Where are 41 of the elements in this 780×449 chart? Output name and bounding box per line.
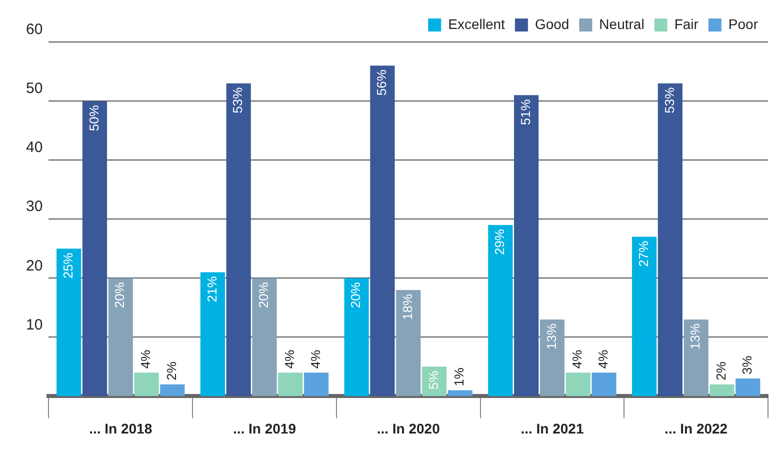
- data-label: 20%: [256, 282, 272, 308]
- data-label: 13%: [688, 323, 703, 350]
- data-label: 27%: [636, 240, 651, 267]
- y-tick-label: 50: [26, 80, 43, 98]
- legend-label: Excellent: [448, 16, 506, 32]
- data-label: 2%: [714, 361, 729, 380]
- data-label: 4%: [308, 349, 323, 369]
- y-tick-label: 40: [26, 139, 43, 156]
- data-label: 5%: [426, 370, 441, 390]
- data-label: 29%: [492, 228, 507, 256]
- x-tick-label: ... In 2022: [664, 420, 728, 436]
- x-tick-label: ... In 2021: [520, 420, 584, 436]
- x-tick-label: ... In 2018: [89, 420, 152, 436]
- legend-label: Fair: [674, 16, 699, 32]
- data-label: 4%: [138, 349, 154, 369]
- data-label: 18%: [400, 294, 415, 320]
- data-label: 21%: [204, 276, 220, 302]
- data-label: 53%: [230, 86, 246, 114]
- data-label: 4%: [570, 349, 585, 369]
- data-label: 2%: [164, 361, 179, 380]
- y-tick-label: 60: [26, 21, 43, 38]
- data-label: 13%: [544, 323, 559, 350]
- y-tick-label: 30: [26, 198, 43, 216]
- x-tick-label: ... In 2020: [376, 420, 440, 436]
- data-label: 4%: [282, 349, 297, 369]
- data-label: 50%: [86, 104, 102, 132]
- y-tick-label: 20: [26, 257, 43, 274]
- data-label: 1%: [452, 367, 467, 386]
- data-label: 25%: [60, 252, 76, 279]
- y-tick-label: 10: [26, 316, 43, 334]
- data-label: 51%: [518, 98, 533, 126]
- data-label: 53%: [662, 86, 677, 114]
- data-label: 20%: [112, 282, 128, 308]
- data-label: 56%: [374, 69, 390, 96]
- data-label: 3%: [739, 355, 754, 374]
- data-label: 4%: [596, 349, 611, 369]
- x-tick-label: ... In 2019: [232, 420, 296, 436]
- legend-label: Neutral: [599, 16, 644, 32]
- legend-label: Good: [534, 16, 570, 32]
- legend-label: Poor: [728, 16, 758, 32]
- data-label: 20%: [348, 282, 364, 308]
